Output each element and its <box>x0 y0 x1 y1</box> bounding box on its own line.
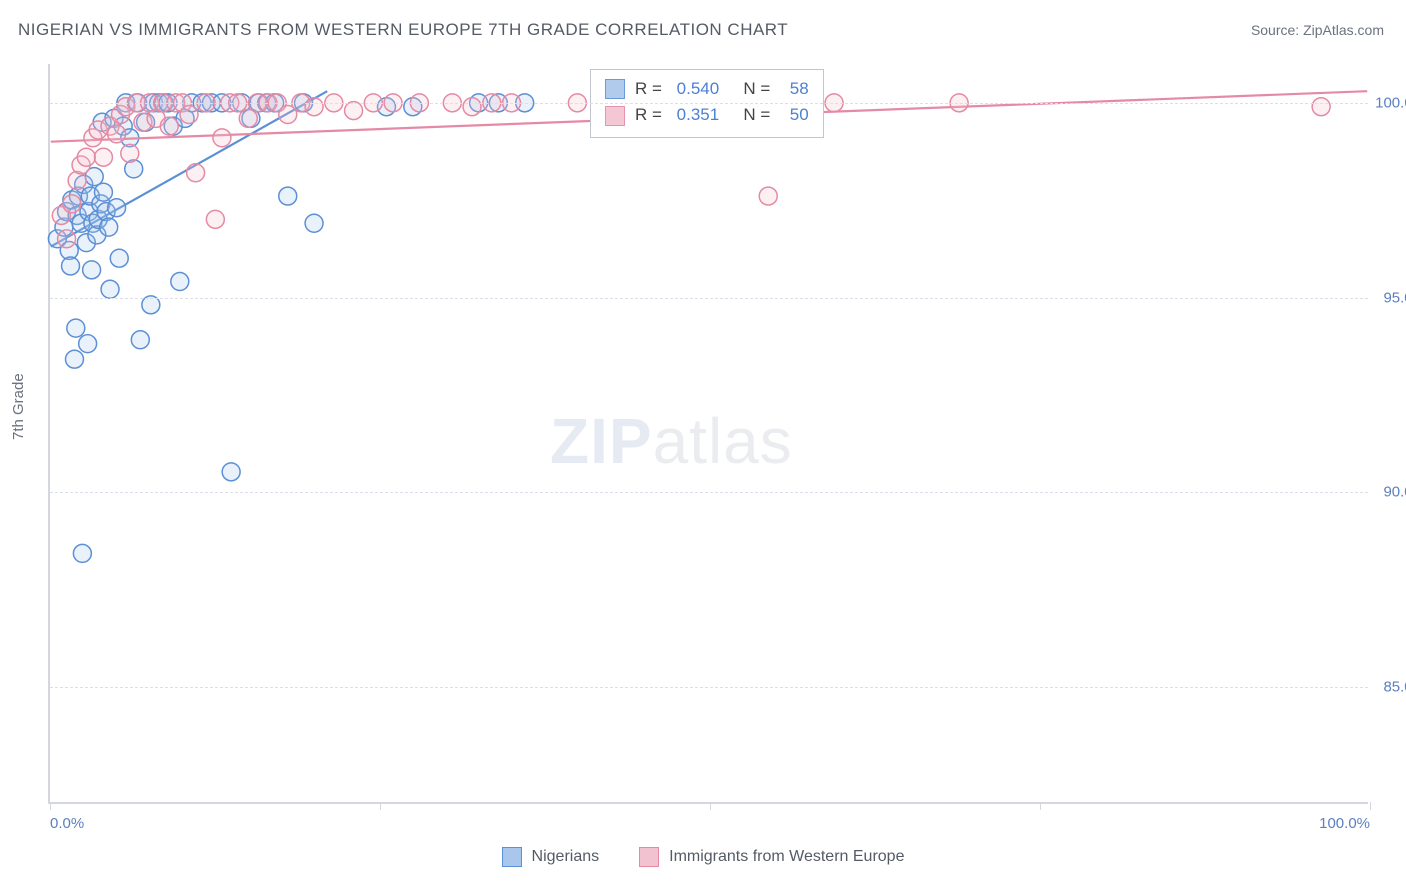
y-tick-label: 85.0% <box>1383 679 1406 696</box>
data-point <box>77 148 95 166</box>
data-point <box>759 187 777 205</box>
data-point <box>108 125 126 143</box>
gridline <box>50 103 1368 104</box>
plot-area: ZIPatlas R = 0.540 N = 58R = 0.351 N = 5… <box>48 64 1368 804</box>
gridline <box>50 687 1368 688</box>
data-point <box>305 214 323 232</box>
data-point <box>79 335 97 353</box>
x-tick <box>1370 802 1371 810</box>
data-point <box>171 273 189 291</box>
chart-title: NIGERIAN VS IMMIGRANTS FROM WESTERN EURO… <box>18 20 788 40</box>
data-point <box>180 106 198 124</box>
legend-swatch <box>605 79 625 99</box>
data-point <box>222 463 240 481</box>
x-tick <box>50 802 51 810</box>
r-label: R = <box>635 76 667 102</box>
data-point <box>110 249 128 267</box>
data-point <box>94 148 112 166</box>
r-value: 0.351 <box>677 102 720 128</box>
y-tick-label: 100.0% <box>1375 94 1406 111</box>
y-axis-label: 7th Grade <box>10 373 27 440</box>
data-point <box>66 350 84 368</box>
r-label: R = <box>635 102 667 128</box>
y-tick-label: 95.0% <box>1383 289 1406 306</box>
data-point <box>279 187 297 205</box>
y-tick-label: 90.0% <box>1383 484 1406 501</box>
data-point <box>1312 98 1330 116</box>
data-point <box>94 183 112 201</box>
x-tick-label: 100.0% <box>1319 815 1370 832</box>
data-point <box>206 210 224 228</box>
data-point <box>67 319 85 337</box>
data-point <box>160 117 178 135</box>
data-point <box>108 199 126 217</box>
r-value: 0.540 <box>677 76 720 102</box>
data-point <box>131 331 149 349</box>
bottom-legend: Nigerians Immigrants from Western Europe <box>0 847 1406 872</box>
x-tick <box>710 802 711 810</box>
n-label: N = <box>729 76 780 102</box>
data-point <box>463 98 481 116</box>
n-label: N = <box>729 102 780 128</box>
data-point <box>73 544 91 562</box>
data-point <box>187 164 205 182</box>
legend-swatch <box>639 847 659 867</box>
legend-label: Nigerians <box>532 848 600 866</box>
legend-swatch <box>605 106 625 126</box>
n-value: 50 <box>790 102 809 128</box>
data-point <box>83 261 101 279</box>
x-tick <box>1040 802 1041 810</box>
x-tick <box>380 802 381 810</box>
legend-item: Immigrants from Western Europe <box>639 847 904 867</box>
gridline <box>50 298 1368 299</box>
legend-item: Nigerians <box>502 847 600 867</box>
legend-swatch <box>502 847 522 867</box>
n-value: 58 <box>790 76 809 102</box>
data-point <box>101 280 119 298</box>
data-point <box>213 129 231 147</box>
legend-label: Immigrants from Western Europe <box>669 848 904 866</box>
data-point <box>345 102 363 120</box>
source-attribution: Source: ZipAtlas.com <box>1251 22 1384 38</box>
data-point <box>121 144 139 162</box>
chart-svg <box>50 64 1368 802</box>
stats-legend-row: R = 0.351 N = 50 <box>605 102 809 128</box>
data-point <box>100 218 118 236</box>
x-tick-label: 0.0% <box>50 815 84 832</box>
data-point <box>305 98 323 116</box>
gridline <box>50 492 1368 493</box>
data-point <box>63 195 81 213</box>
data-point <box>58 230 76 248</box>
data-point <box>62 257 80 275</box>
stats-legend-row: R = 0.540 N = 58 <box>605 76 809 102</box>
